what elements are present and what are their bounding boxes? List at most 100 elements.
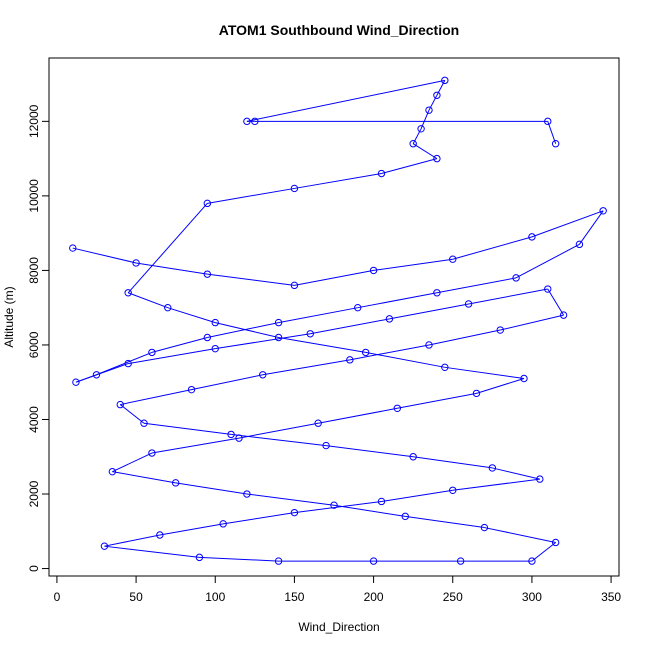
data-point — [441, 363, 449, 372]
x-tick-label: 100 — [205, 590, 225, 604]
series-segment — [127, 292, 168, 309]
data-point — [472, 389, 481, 398]
data-point — [203, 270, 212, 278]
data-point — [361, 348, 370, 357]
series-segment — [333, 504, 406, 517]
data-point — [433, 289, 441, 297]
series-segment — [294, 173, 382, 189]
data-point — [290, 184, 299, 193]
series-segment — [191, 374, 263, 391]
series-layer — [69, 76, 607, 565]
series-segment — [428, 329, 501, 346]
data-point — [496, 326, 504, 334]
series-segment — [389, 303, 469, 320]
series-segment — [531, 210, 604, 238]
series-segment — [262, 359, 350, 376]
series-segment — [412, 143, 438, 160]
series-segment — [492, 467, 540, 480]
series-segment — [72, 247, 137, 264]
series-segment — [484, 527, 556, 543]
y-tick-label: 8000 — [27, 257, 41, 284]
series-segment — [468, 288, 548, 305]
series-segment — [428, 95, 438, 111]
data-point — [551, 538, 560, 547]
series-segment — [294, 269, 374, 286]
series-segment — [357, 292, 438, 309]
series-segment — [381, 158, 438, 175]
series-segment — [136, 262, 208, 275]
x-tick-label: 300 — [522, 590, 542, 604]
data-point — [512, 274, 520, 282]
data-point — [290, 281, 299, 290]
data-point — [259, 371, 267, 379]
data-point — [219, 520, 227, 528]
series-segment — [223, 512, 295, 525]
series-segment — [143, 422, 232, 435]
data-point — [536, 475, 544, 483]
series-segment — [405, 515, 485, 529]
y-tick-label: 12000 — [27, 104, 41, 138]
series-segment — [207, 322, 279, 338]
series-segment — [215, 333, 311, 350]
series-segment — [579, 210, 604, 245]
x-tick-label: 150 — [284, 590, 304, 604]
series-segment — [231, 433, 327, 447]
data-point — [211, 318, 219, 327]
data-point — [544, 117, 552, 126]
data-point — [203, 199, 212, 208]
data-point — [274, 318, 283, 327]
data-point — [322, 441, 330, 450]
series-segment — [531, 542, 556, 562]
series-segment — [547, 121, 557, 144]
series-segment — [515, 243, 580, 279]
series-segment — [436, 80, 446, 96]
y-axis-label: Altitude (m) — [2, 286, 16, 347]
data-point — [140, 419, 148, 427]
data-point — [575, 240, 584, 249]
data-point — [330, 501, 338, 509]
series-segment — [397, 392, 477, 409]
series-segment — [119, 404, 145, 424]
series-segment — [75, 363, 129, 383]
data-point — [346, 356, 354, 364]
x-tick-label: 250 — [443, 590, 463, 604]
data-point — [100, 542, 109, 550]
series-segment — [207, 273, 295, 286]
data-point — [599, 207, 607, 215]
data-point — [306, 330, 314, 338]
data-point — [227, 430, 235, 439]
series-segment — [547, 288, 565, 316]
data-point — [203, 333, 212, 342]
series-segment — [151, 437, 240, 454]
data-point — [195, 553, 204, 562]
data-point — [314, 419, 322, 427]
data-point — [528, 233, 536, 241]
series-segment — [452, 478, 540, 491]
data-point — [433, 154, 441, 163]
data-point — [488, 464, 497, 472]
series-segment — [215, 322, 279, 338]
chart-title: ATOM1 Southbound Wind_Direction — [219, 22, 459, 38]
data-point — [235, 434, 243, 442]
series-segment — [476, 378, 525, 394]
data-point — [401, 512, 409, 521]
series-segment — [159, 523, 224, 536]
series-segment — [294, 500, 382, 514]
y-tick-label: 4000 — [27, 406, 41, 433]
data-point — [480, 523, 489, 532]
data-point — [274, 333, 283, 342]
x-tick-label: 0 — [54, 590, 61, 604]
data-point — [544, 285, 552, 293]
data-point — [108, 467, 117, 476]
data-point — [274, 557, 283, 565]
data-point — [72, 378, 80, 386]
series-segment — [238, 422, 319, 439]
series-segment — [207, 187, 295, 204]
series-segment — [199, 556, 279, 562]
data-point — [520, 374, 528, 383]
x-tick-label: 50 — [129, 590, 143, 604]
series-segment — [278, 307, 358, 324]
data-point — [449, 486, 457, 494]
data-point — [425, 341, 433, 349]
